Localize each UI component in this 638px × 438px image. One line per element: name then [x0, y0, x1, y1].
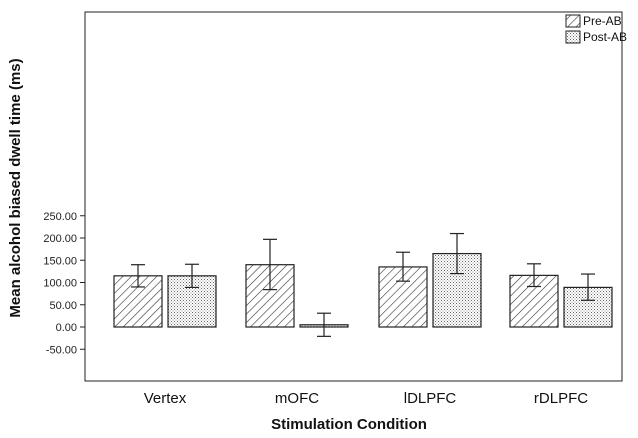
x-axis-categories: Vertex mOFC lDLPFC rDLPFC: [144, 390, 589, 407]
plot-area: [84, 11, 623, 382]
y-tick-label: 150.00: [43, 255, 77, 267]
y-axis-ticks: -50.00 0.00 50.00 100.00 150.00 200.00 250.00: [43, 211, 85, 356]
error-bars: [131, 232, 595, 337]
x-category-label: rDLPFC: [534, 390, 588, 407]
plot-frame: [84, 11, 623, 382]
y-axis-title: Mean alcohol biased dwell time (ms): [7, 58, 24, 317]
legend: Pre-AB Post-AB: [565, 14, 627, 44]
legend-swatch: [565, 14, 581, 28]
legend-swatch: [565, 30, 581, 44]
legend-label: Pre-AB: [583, 14, 622, 28]
legend-label: Post-AB: [583, 30, 627, 44]
y-tick-label: 50.00: [49, 300, 77, 312]
y-tick-label: -50.00: [46, 344, 77, 356]
bar-pre-ab-rdlpfc: [509, 274, 559, 328]
x-category-label: Vertex: [144, 390, 187, 407]
x-category-label: lDLPFC: [404, 390, 457, 407]
x-axis-title: Stimulation Condition: [271, 416, 427, 433]
x-category-label: mOFC: [275, 390, 319, 407]
y-tick-label: 100.00: [43, 278, 77, 290]
y-tick-label: 0.00: [56, 322, 77, 334]
y-tick-label: 200.00: [43, 233, 77, 245]
y-tick-label: 250.00: [43, 211, 77, 223]
